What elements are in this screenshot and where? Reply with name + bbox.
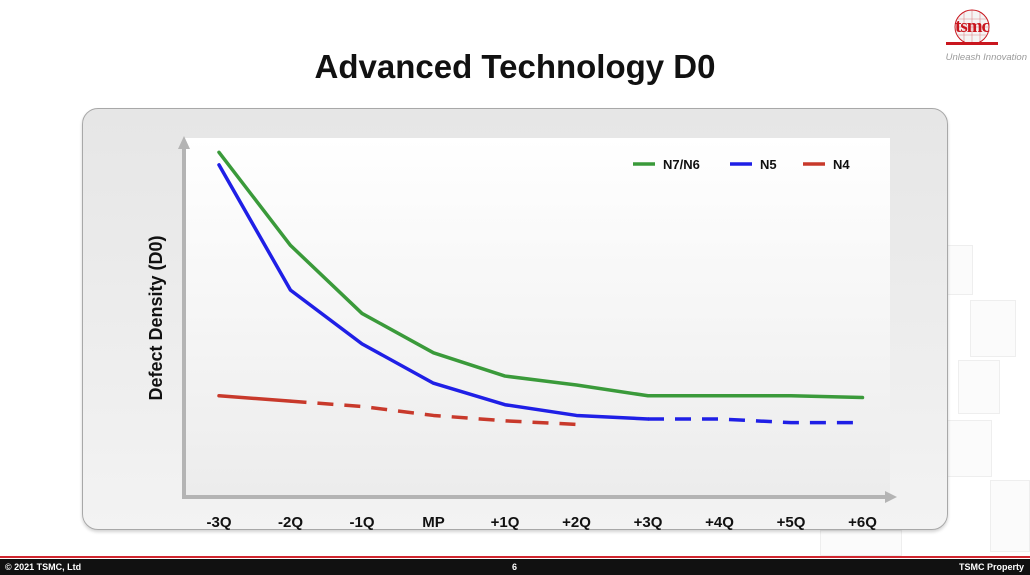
page-number: 6: [512, 562, 518, 572]
x-tick-label: MP: [422, 514, 445, 531]
series-line-n5: [217, 163, 650, 421]
slide-title: Advanced Technology D0: [314, 48, 716, 85]
logo-wordmark: tsmc: [955, 16, 990, 37]
tsmc-logo: tsmc: [938, 6, 1008, 62]
footer-copyright: © 2021 TSMC, Ltd: [5, 562, 82, 572]
x-tick-label: +3Q: [634, 514, 663, 531]
x-tick-label: +6Q: [848, 514, 877, 531]
background-tile: [820, 530, 902, 556]
footer-property: TSMC Property: [958, 562, 1024, 572]
x-tick-label: +1Q: [491, 514, 520, 531]
x-tick-label: +5Q: [777, 514, 806, 531]
x-tick-label: +4Q: [705, 514, 734, 531]
tagline: Unleash Innovation: [945, 52, 1027, 63]
logo-wafer-icon: [946, 9, 998, 45]
footer-accent-line: [0, 556, 1030, 558]
legend-label: N5: [760, 157, 777, 172]
y-axis-arrow: [178, 136, 190, 149]
x-tick-label: -3Q: [206, 514, 231, 531]
x-tick-label: +2Q: [562, 514, 591, 531]
background-tile: [970, 300, 1016, 357]
legend-label: N7/N6: [663, 157, 700, 172]
legend-label: N4: [833, 157, 850, 172]
x-tick-label: -2Q: [278, 514, 303, 531]
x-tick-label: -1Q: [349, 514, 374, 531]
x-axis-arrow: [885, 491, 897, 503]
footer-bar: © 2021 TSMC, Ltd 6 TSMC Property: [0, 559, 1030, 575]
series-line-n4: [217, 394, 293, 403]
series-line-n7-n6: [217, 150, 865, 400]
background-tile: [958, 360, 1000, 414]
series-dashed-line-n4: [290, 399, 577, 427]
background-tile: [990, 480, 1030, 552]
plot-area: [184, 138, 890, 496]
series-dashed-line-n5: [648, 417, 863, 425]
